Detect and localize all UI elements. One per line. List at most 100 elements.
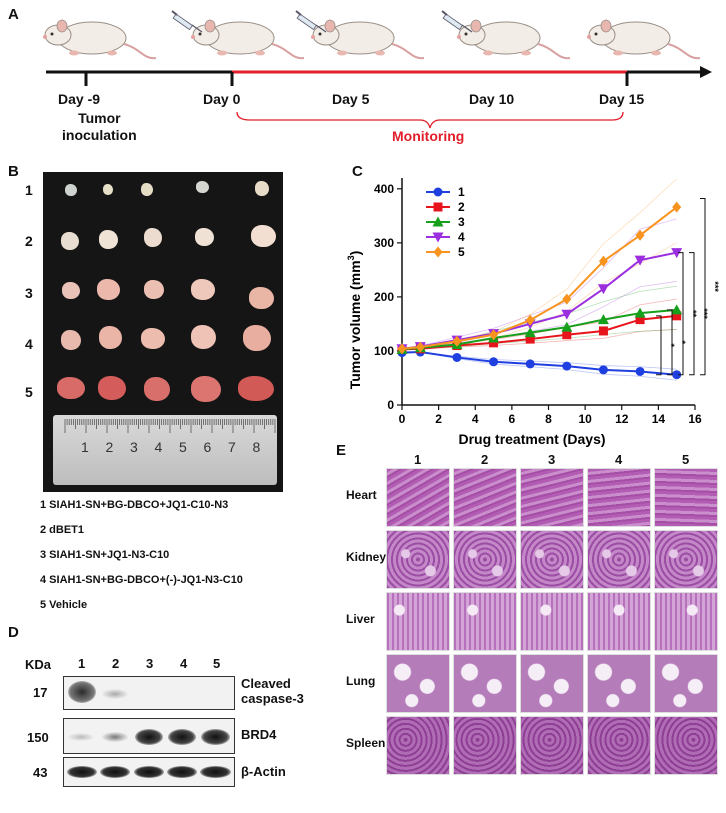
panel-label-c: C bbox=[352, 163, 363, 180]
histology-tile bbox=[654, 530, 718, 589]
data-point bbox=[452, 335, 462, 347]
tumor bbox=[99, 230, 118, 249]
panel-label-e: E bbox=[336, 442, 347, 459]
histology-tile bbox=[386, 716, 450, 775]
y-tick-label: 400 bbox=[374, 182, 394, 196]
x-tick-label: 2 bbox=[435, 412, 442, 426]
panel-label-d: D bbox=[8, 624, 19, 641]
tumor bbox=[57, 377, 85, 399]
significance-bracket bbox=[656, 315, 662, 376]
histology-tile bbox=[453, 716, 517, 775]
individual-trace bbox=[401, 285, 677, 350]
legend-label: 3 bbox=[458, 215, 465, 229]
panel-label-a: A bbox=[8, 6, 19, 23]
photo-row-label: 2 bbox=[25, 233, 33, 249]
legend-label: 2 bbox=[458, 200, 465, 214]
timeline-day: Day 15 bbox=[599, 91, 645, 107]
tumor bbox=[103, 184, 113, 195]
data-point bbox=[415, 341, 425, 353]
histology-column-label: 3 bbox=[548, 452, 556, 467]
data-point bbox=[672, 201, 682, 213]
tumor bbox=[61, 330, 81, 350]
band bbox=[134, 766, 164, 778]
x-tick-label: 14 bbox=[652, 412, 666, 426]
data-point bbox=[452, 352, 462, 362]
significance-mark: *** bbox=[699, 308, 709, 319]
tumor bbox=[191, 325, 216, 349]
tumor bbox=[62, 282, 80, 299]
band bbox=[102, 732, 128, 742]
ruler-number: 1 bbox=[81, 439, 89, 455]
significance-bracket bbox=[678, 252, 684, 376]
group-legend-item: 1 SIAH1-SN+BG-DBCO+JQ1-C10-N3 bbox=[40, 499, 229, 511]
lane-number: 3 bbox=[146, 656, 154, 671]
data-point bbox=[561, 309, 573, 320]
lane-number: 5 bbox=[213, 656, 221, 671]
band bbox=[100, 766, 130, 778]
band bbox=[67, 766, 97, 778]
blot-beta-actin bbox=[63, 757, 235, 787]
tumor bbox=[191, 376, 221, 402]
data-point bbox=[635, 315, 645, 325]
kda-marker: 43 bbox=[33, 765, 48, 780]
data-point bbox=[433, 187, 443, 197]
histology-column-label: 4 bbox=[615, 452, 623, 467]
data-point bbox=[634, 255, 646, 266]
photo-row-label: 1 bbox=[25, 182, 33, 198]
band bbox=[135, 729, 163, 745]
ruler-number: 6 bbox=[203, 439, 212, 455]
histology-tile bbox=[654, 654, 718, 713]
tumor bbox=[195, 228, 214, 246]
histology-tile bbox=[386, 592, 450, 651]
group-legend-item: 3 SIAH1-SN+JQ1-N3-C10 bbox=[40, 549, 170, 561]
tissue-label: Heart bbox=[346, 488, 377, 502]
series-line bbox=[401, 206, 678, 350]
kda-marker: 17 bbox=[33, 685, 48, 700]
tumor bbox=[238, 376, 274, 401]
ruler-number: 2 bbox=[105, 439, 114, 455]
lane-number: 1 bbox=[78, 656, 86, 671]
y-tick-label: 100 bbox=[374, 344, 394, 358]
data-point bbox=[672, 311, 682, 321]
histology-tile bbox=[453, 592, 517, 651]
ruler-number: 5 bbox=[179, 439, 187, 455]
lane-number: 4 bbox=[180, 656, 188, 671]
data-point bbox=[597, 314, 609, 325]
data-point bbox=[635, 366, 645, 376]
panel-label-b: B bbox=[8, 163, 19, 180]
histology-tile bbox=[654, 592, 718, 651]
tumor bbox=[191, 279, 215, 300]
tumor bbox=[97, 279, 120, 300]
x-tick-label: 10 bbox=[578, 412, 592, 426]
histology-column-label: 2 bbox=[481, 452, 489, 467]
band bbox=[201, 729, 230, 745]
data-point bbox=[634, 307, 646, 318]
timeline-day: Day 10 bbox=[469, 91, 515, 107]
histology-tile bbox=[587, 592, 651, 651]
band bbox=[102, 689, 128, 699]
tissue-label: Lung bbox=[346, 674, 376, 688]
significance-bracket bbox=[700, 198, 706, 376]
timeline-day: Day 5 bbox=[332, 91, 370, 107]
ruler-number: 4 bbox=[154, 439, 163, 455]
photo-row-label: 5 bbox=[25, 384, 33, 400]
histology-tile bbox=[520, 654, 584, 713]
series-line bbox=[401, 351, 677, 376]
x-tick-label: 16 bbox=[688, 412, 702, 426]
tumor bbox=[65, 184, 77, 196]
data-point bbox=[433, 246, 443, 258]
legend-label: 5 bbox=[458, 245, 465, 259]
x-axis-label: Drug treatment (Days) bbox=[458, 431, 605, 447]
monitoring-label: Monitoring bbox=[392, 128, 465, 144]
ruler-number: 7 bbox=[228, 439, 236, 455]
mouse-icon bbox=[586, 19, 701, 60]
data-point bbox=[598, 326, 608, 336]
tumor bbox=[141, 183, 153, 196]
histology-tile bbox=[654, 468, 718, 527]
histology-tile bbox=[520, 716, 584, 775]
significance-mark: ** bbox=[688, 310, 698, 318]
blot-label: Cleaved caspase-3 bbox=[241, 676, 304, 706]
kda-marker: 150 bbox=[27, 730, 49, 745]
